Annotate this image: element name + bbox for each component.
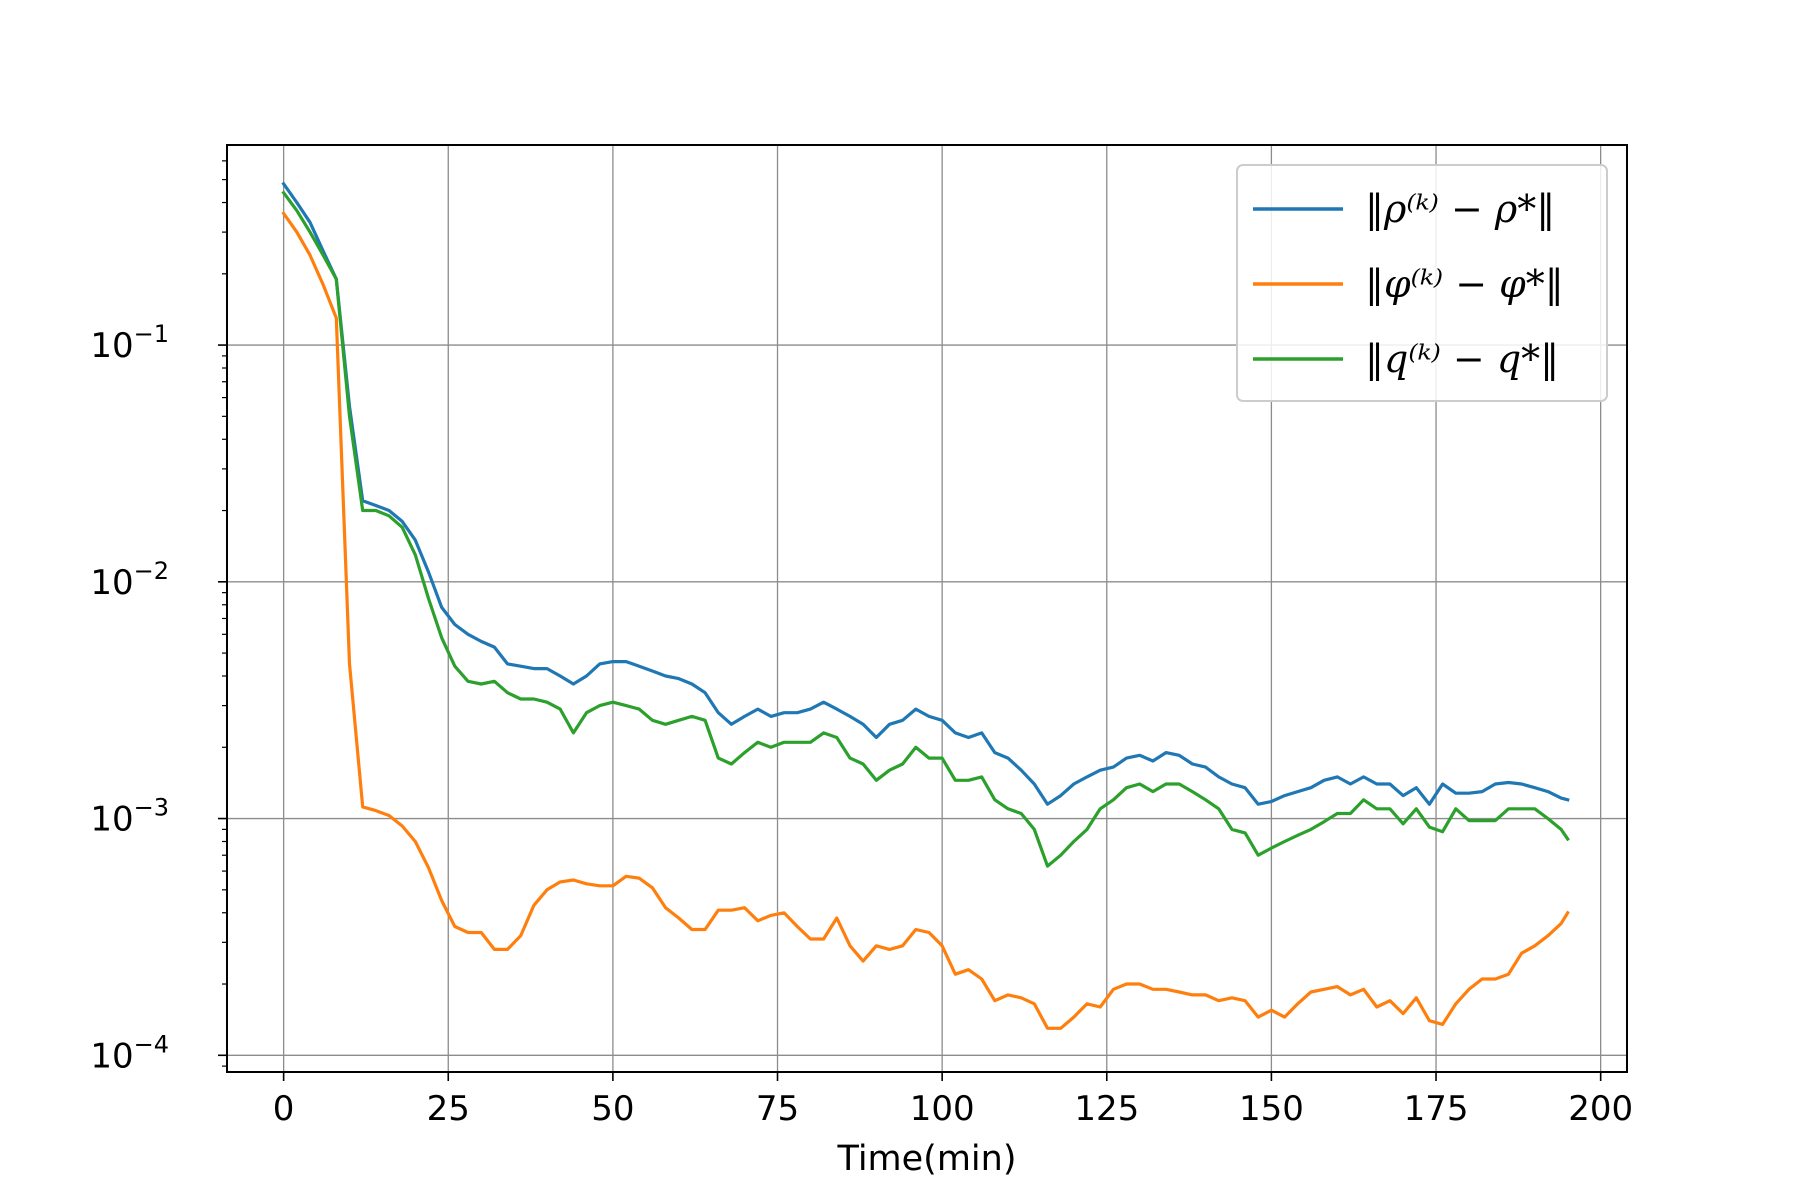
y-tick-label: 10−1 [90, 320, 169, 366]
legend-label-2: ‖φ⁽ᵏ⁾ − φ*‖ [1365, 262, 1564, 306]
x-tick-label: 25 [427, 1089, 470, 1129]
axis-ticks: 0 25 50 75 100 125 150 175 200 10−1 10−2 10−3 10−4 [90, 160, 1633, 1129]
x-tick-label: 150 [1239, 1089, 1304, 1129]
legend-label-1: ‖ρ⁽ᵏ⁾ − ρ*‖ [1365, 187, 1555, 231]
x-axis-label: Time(min) [837, 1139, 1017, 1179]
x-tick-label: 0 [273, 1089, 295, 1129]
series-line-2 [281, 211, 1570, 1030]
x-tick-label: 100 [910, 1089, 975, 1129]
y-tick-label: 10−3 [90, 794, 169, 840]
x-tick-label: 125 [1074, 1089, 1139, 1129]
x-tick-label: 50 [591, 1089, 634, 1129]
y-tick-label: 10−2 [90, 557, 169, 603]
x-tick-label: 75 [756, 1089, 799, 1129]
x-tick-label: 200 [1568, 1089, 1633, 1129]
x-tick-label: 175 [1404, 1089, 1469, 1129]
legend-label-3: ‖q⁽ᵏ⁾ − q*‖ [1365, 337, 1559, 381]
y-tick-label: 10−4 [90, 1030, 169, 1076]
series-line-1 [281, 181, 1570, 806]
legend: ‖ρ⁽ᵏ⁾ − ρ*‖ ‖φ⁽ᵏ⁾ − φ*‖ ‖q⁽ᵏ⁾ − q*‖ [1236, 164, 1608, 402]
legend-box [1236, 164, 1608, 402]
series-line-3 [281, 190, 1570, 868]
series-lines [281, 181, 1570, 1030]
plot-frame [226, 144, 1628, 1073]
